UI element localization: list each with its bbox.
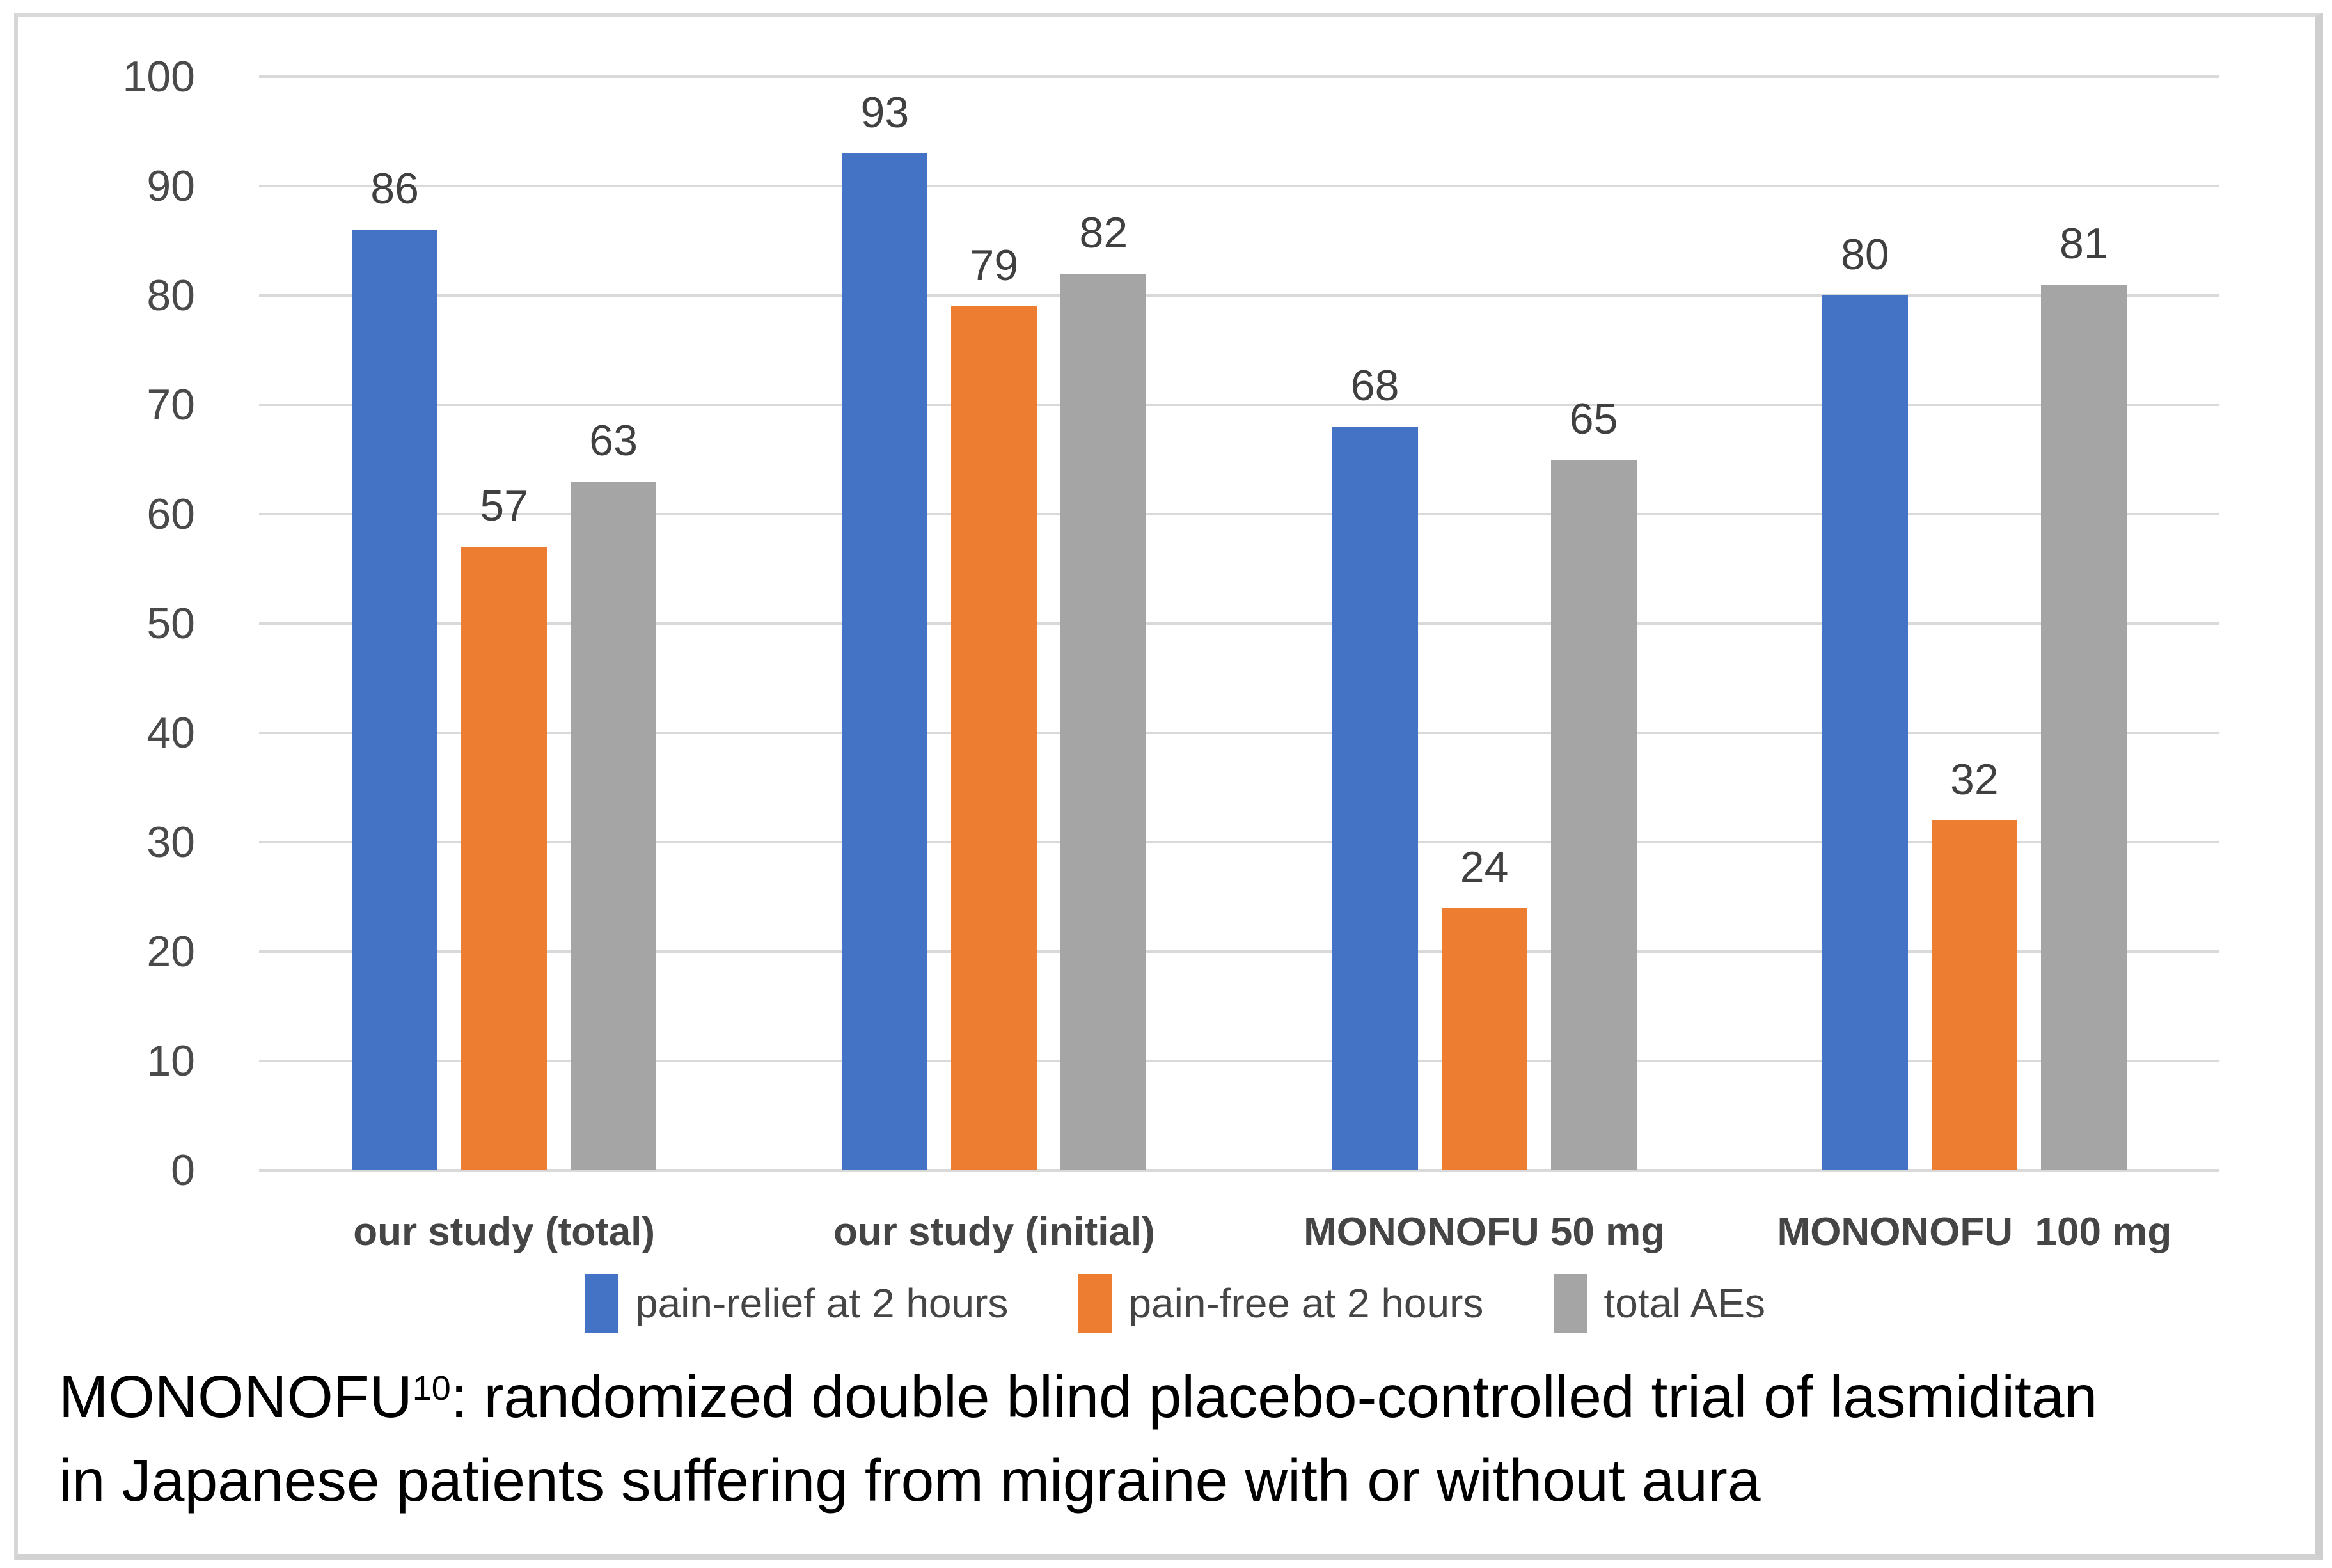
category-label: our study (initial) xyxy=(833,1210,1155,1254)
y-axis-tick-label: 10 xyxy=(146,1037,195,1085)
category-label: our study (total) xyxy=(353,1210,656,1254)
bar: 86 xyxy=(352,166,438,1170)
bar: 81 xyxy=(2040,221,2127,1170)
legend-label: total AEs xyxy=(1603,1280,1766,1326)
gridline xyxy=(259,1169,2219,1172)
bar-value-label: 79 xyxy=(970,241,1019,290)
gridline xyxy=(259,404,2219,406)
bar: 57 xyxy=(461,483,548,1170)
bar: 68 xyxy=(1332,363,1418,1170)
y-axis-tick-label: 100 xyxy=(122,52,195,101)
bar: 32 xyxy=(1931,757,2017,1170)
y-axis-tick-label: 0 xyxy=(171,1146,195,1195)
y-axis-tick-label: 40 xyxy=(146,709,195,757)
gridline xyxy=(259,294,2219,297)
gridline xyxy=(259,950,2219,953)
bar-value-label: 57 xyxy=(480,482,528,531)
category-label: MONONOFU 100 mg xyxy=(1777,1210,2172,1254)
y-axis-tick-label: 50 xyxy=(146,599,195,648)
footnote-superscript: 10 xyxy=(412,1369,451,1408)
y-axis-tick-label: 30 xyxy=(146,818,195,866)
bar: 79 xyxy=(951,242,1037,1170)
footnote-term: MONONOFU xyxy=(59,1363,413,1430)
gridline xyxy=(259,185,2219,187)
x-axis-category-labels: our study (total) our study (initial) MONO… xyxy=(259,1207,2219,1257)
bar: 93 xyxy=(842,90,928,1170)
legend: pain-relief at 2 hours pain-free at 2 hou… xyxy=(195,1270,2155,1337)
gridline xyxy=(259,841,2219,843)
bar-group: 80 32 81 xyxy=(1729,77,2219,1170)
y-axis-tick-label: 70 xyxy=(146,380,195,429)
footnote-line1: MONONOFU10: randomized double blind plac… xyxy=(59,1360,2310,1443)
legend-swatch xyxy=(585,1274,618,1333)
bar: 65 xyxy=(1550,396,1637,1170)
legend-swatch xyxy=(1554,1274,1587,1333)
y-axis-tick-label: 60 xyxy=(146,490,195,538)
bar-value-label: 65 xyxy=(1569,394,1618,443)
footnote: MONONOFU10: randomized double blind plac… xyxy=(59,1360,2310,1518)
legend-item: pain-free at 2 hours xyxy=(1078,1274,1483,1333)
bar-value-label: 32 xyxy=(1950,755,1999,804)
bar-group: 93 79 82 xyxy=(749,77,1239,1170)
gridline xyxy=(259,732,2219,734)
bar: 82 xyxy=(1060,210,1147,1170)
gridline xyxy=(259,75,2219,78)
bar-value-label: 86 xyxy=(370,164,419,214)
footnote-line2: in Japanese patients suffering from migr… xyxy=(59,1447,1761,1514)
y-axis-tick-label: 80 xyxy=(146,271,195,320)
bar-group: 68 24 65 xyxy=(1240,77,1729,1170)
bar-value-label: 82 xyxy=(1079,208,1128,257)
legend-item: total AEs xyxy=(1554,1274,1765,1333)
footnote-line1-rest: : randomized double blind placebo-contro… xyxy=(450,1363,2098,1430)
legend-item: pain-relief at 2 hours xyxy=(585,1274,1008,1333)
y-axis-tick-label: 20 xyxy=(146,927,195,976)
bar-value-label: 68 xyxy=(1350,361,1399,411)
category-label: MONONOFU 50 mg xyxy=(1304,1210,1666,1254)
plot-area: 86 57 63 93 79 82 68 24 65 80 32 81 xyxy=(259,77,2219,1170)
y-axis-tick-label: 90 xyxy=(146,162,195,210)
bar-group: 86 57 63 xyxy=(259,77,749,1170)
legend-label: pain-free at 2 hours xyxy=(1128,1280,1484,1326)
gridline xyxy=(259,513,2219,515)
gridline xyxy=(259,1060,2219,1062)
bar: 24 xyxy=(1441,844,1527,1170)
bar-value-label: 80 xyxy=(1841,230,1889,279)
bar-value-label: 93 xyxy=(860,88,910,137)
bar: 63 xyxy=(571,418,657,1170)
bar-value-label: 24 xyxy=(1460,842,1509,891)
bar-value-label: 63 xyxy=(589,416,638,465)
legend-label: pain-relief at 2 hours xyxy=(634,1280,1009,1326)
bar-value-label: 81 xyxy=(2060,219,2108,268)
bar: 80 xyxy=(1822,231,1908,1170)
gridline xyxy=(259,622,2219,625)
legend-swatch xyxy=(1078,1274,1112,1333)
